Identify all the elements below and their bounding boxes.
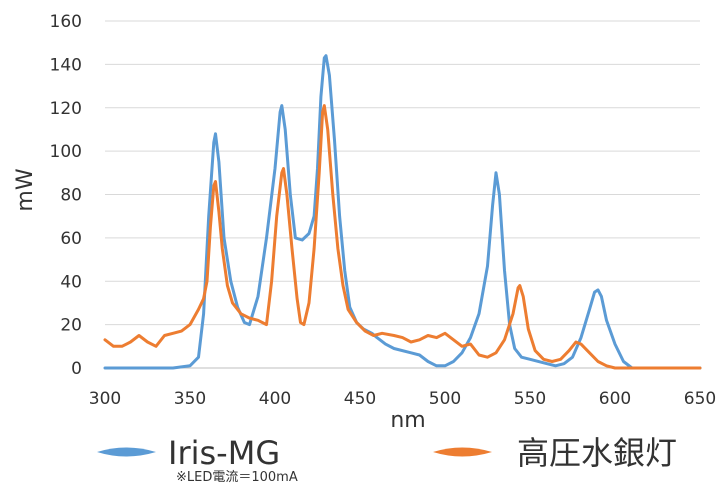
x-tick-label: 650	[684, 389, 716, 409]
y-tick-label: 40	[60, 272, 82, 292]
x-tick-label: 400	[259, 389, 291, 409]
y-axis-ticks: 0 20 40 60 80 100 120 140 160	[50, 12, 82, 379]
series-line-0	[103, 54, 702, 370]
legend-swatch-iris-mg	[97, 447, 156, 457]
x-tick-label: 350	[174, 389, 206, 409]
y-tick-label: 140	[50, 55, 82, 75]
x-tick-label: 500	[429, 389, 461, 409]
series-line-1	[103, 104, 702, 370]
y-tick-label: 0	[71, 359, 82, 379]
y-tick-label: 120	[50, 99, 82, 119]
x-tick-label: 600	[599, 389, 631, 409]
y-axis-title: mW	[13, 168, 38, 211]
gridlines	[105, 20, 700, 326]
legend-item-iris-mg: Iris-MG	[97, 434, 280, 472]
legend-swatch-mercury-lamp	[433, 447, 492, 457]
y-tick-label: 20	[60, 316, 82, 336]
x-axis-ticks: 300 350 400 450 500 550 600 650	[89, 389, 716, 409]
led-current-note: ※LED電流＝100mA	[176, 470, 298, 485]
y-tick-label: 80	[60, 186, 82, 206]
series-lines	[103, 54, 702, 370]
legend: Iris-MG 高圧水銀灯	[97, 434, 677, 472]
y-tick-label: 160	[50, 12, 82, 32]
legend-label-iris-mg: Iris-MG	[168, 434, 280, 472]
legend-label-mercury-lamp: 高圧水銀灯	[517, 434, 677, 472]
x-tick-label: 300	[89, 389, 121, 409]
x-tick-label: 450	[344, 389, 376, 409]
x-axis-title: nm	[390, 408, 425, 433]
x-tick-label: 550	[514, 389, 546, 409]
y-tick-label: 100	[50, 142, 82, 162]
y-tick-label: 60	[60, 229, 82, 249]
legend-item-mercury-lamp: 高圧水銀灯	[433, 434, 677, 472]
